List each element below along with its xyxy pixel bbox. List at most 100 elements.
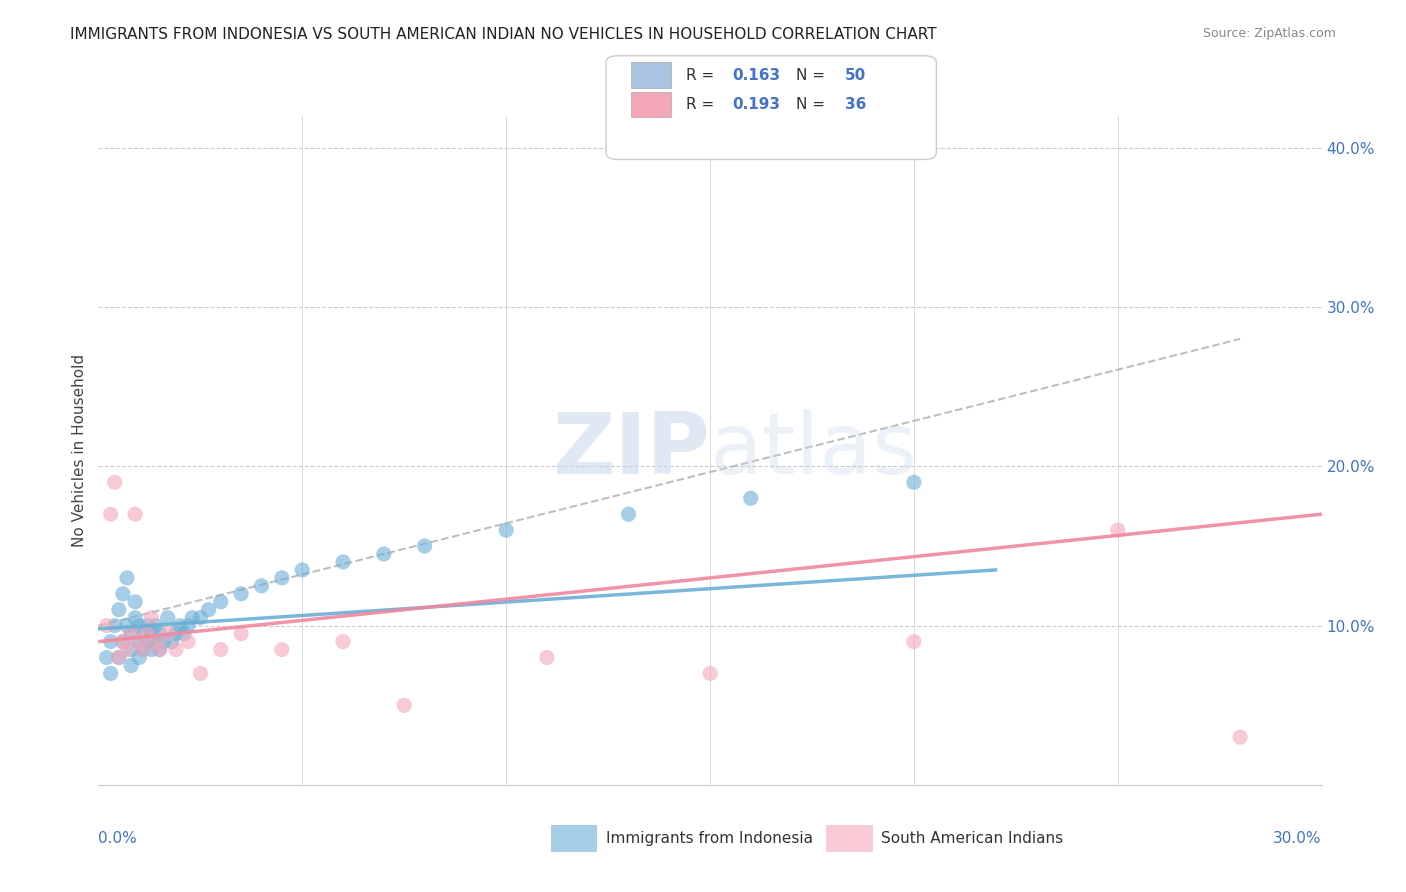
- Text: 36: 36: [845, 97, 866, 112]
- Point: [120, 626, 142, 640]
- Point: [141, 642, 163, 657]
- Point: [270, 571, 294, 585]
- Point: [100, 634, 122, 648]
- Text: Immigrants from Indonesia: Immigrants from Indonesia: [606, 831, 813, 846]
- Point: [111, 634, 134, 648]
- Point: [209, 595, 232, 609]
- Point: [188, 611, 212, 625]
- Text: 50: 50: [845, 68, 866, 83]
- Text: ZIP: ZIP: [553, 409, 710, 492]
- Point: [128, 634, 150, 648]
- Point: [141, 611, 163, 625]
- Point: [373, 547, 395, 561]
- Point: [100, 666, 122, 681]
- Point: [136, 618, 159, 632]
- Bar: [630, 92, 671, 118]
- Point: [332, 555, 354, 569]
- Point: [141, 626, 163, 640]
- Point: [740, 491, 762, 506]
- Point: [536, 650, 558, 665]
- Point: [149, 642, 172, 657]
- Point: [270, 642, 294, 657]
- Point: [124, 611, 146, 625]
- Point: [188, 666, 212, 681]
- Bar: [551, 825, 598, 852]
- Point: [165, 642, 187, 657]
- Point: [145, 634, 167, 648]
- Point: [181, 611, 204, 625]
- Text: R =: R =: [686, 97, 718, 112]
- Point: [165, 626, 187, 640]
- Text: IMMIGRANTS FROM INDONESIA VS SOUTH AMERICAN INDIAN NO VEHICLES IN HOUSEHOLD CORR: IMMIGRANTS FROM INDONESIA VS SOUTH AMERI…: [70, 27, 936, 42]
- Point: [903, 634, 925, 648]
- Text: N =: N =: [796, 97, 830, 112]
- Point: [332, 634, 354, 648]
- Point: [136, 634, 159, 648]
- Point: [160, 634, 183, 648]
- Point: [132, 626, 155, 640]
- Text: 0.163: 0.163: [733, 68, 780, 83]
- Point: [108, 650, 131, 665]
- Point: [96, 650, 118, 665]
- Point: [413, 539, 436, 553]
- Text: R =: R =: [686, 68, 718, 83]
- Point: [145, 634, 167, 648]
- Point: [231, 626, 253, 640]
- Point: [1229, 730, 1251, 744]
- Point: [100, 507, 122, 521]
- Point: [617, 507, 640, 521]
- Point: [111, 634, 134, 648]
- Point: [120, 626, 142, 640]
- Point: [145, 618, 167, 632]
- Point: [115, 571, 138, 585]
- Point: [1107, 523, 1129, 537]
- Text: N =: N =: [796, 68, 830, 83]
- Point: [392, 698, 416, 713]
- Bar: [630, 62, 671, 87]
- Point: [903, 475, 925, 490]
- Point: [177, 618, 200, 632]
- Point: [115, 642, 138, 657]
- Point: [128, 634, 150, 648]
- Point: [152, 634, 174, 648]
- Y-axis label: No Vehicles in Household: No Vehicles in Household: [72, 354, 87, 547]
- Point: [495, 523, 517, 537]
- Point: [115, 618, 138, 632]
- Point: [96, 618, 118, 632]
- Point: [111, 587, 134, 601]
- Point: [104, 475, 127, 490]
- Point: [197, 603, 219, 617]
- Point: [104, 618, 127, 632]
- Point: [699, 666, 721, 681]
- Point: [108, 650, 131, 665]
- Point: [231, 587, 253, 601]
- Bar: [827, 825, 873, 852]
- Point: [108, 603, 131, 617]
- Text: 0.193: 0.193: [733, 97, 780, 112]
- Point: [120, 642, 142, 657]
- Point: [156, 626, 179, 640]
- Point: [124, 595, 146, 609]
- Point: [124, 507, 146, 521]
- Text: atlas: atlas: [710, 409, 918, 492]
- Point: [250, 579, 273, 593]
- Point: [177, 634, 200, 648]
- Point: [149, 642, 172, 657]
- Point: [128, 650, 150, 665]
- Point: [132, 642, 155, 657]
- Point: [149, 626, 172, 640]
- Point: [132, 642, 155, 657]
- Text: Source: ZipAtlas.com: Source: ZipAtlas.com: [1202, 27, 1336, 40]
- Text: South American Indians: South American Indians: [882, 831, 1063, 846]
- Text: 0.0%: 0.0%: [98, 831, 138, 846]
- Point: [128, 618, 150, 632]
- Point: [136, 626, 159, 640]
- Point: [156, 611, 179, 625]
- Text: 30.0%: 30.0%: [1274, 831, 1322, 846]
- Point: [120, 658, 142, 673]
- Point: [173, 626, 195, 640]
- Point: [169, 618, 191, 632]
- FancyBboxPatch shape: [606, 55, 936, 160]
- Point: [209, 642, 232, 657]
- Point: [291, 563, 314, 577]
